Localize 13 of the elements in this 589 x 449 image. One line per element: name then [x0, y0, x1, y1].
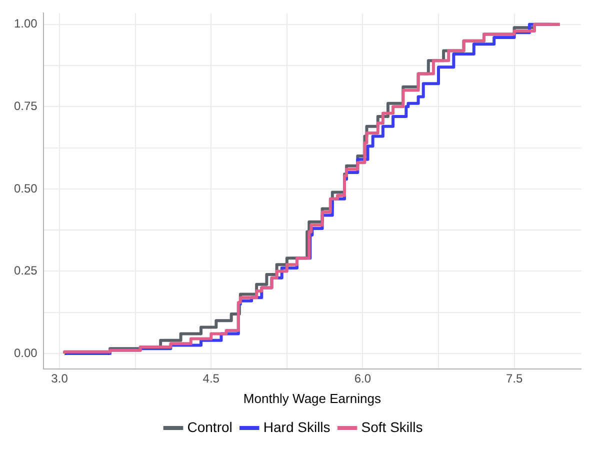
x-axis-title: Monthly Wage Earnings	[243, 390, 382, 406]
y-tick-label: 0.75	[14, 98, 38, 113]
legend-label: Control	[187, 418, 232, 435]
y-tick-label: 1.00	[14, 16, 38, 31]
y-tick-label: 0.25	[14, 264, 38, 278]
x-tick-label: 3.0	[51, 372, 68, 386]
legend-label: Hard Skills	[263, 418, 330, 435]
y-tick-label: 0.50	[14, 181, 38, 196]
legend-label: Soft Skills	[361, 418, 423, 435]
x-tick-label: 7.5	[506, 372, 523, 386]
x-tick-label: 6.0	[354, 372, 372, 386]
y-tick-label: 0.00	[14, 346, 38, 360]
x-tick-label: 4.5	[202, 372, 220, 386]
